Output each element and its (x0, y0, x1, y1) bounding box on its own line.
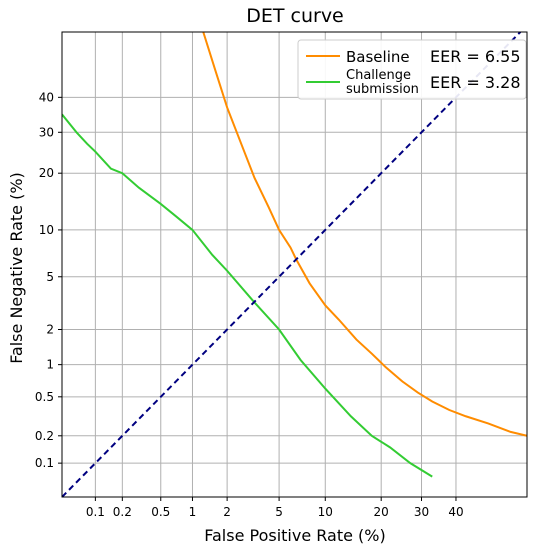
x-tick-label: 0.5 (151, 505, 170, 519)
x-ticks: 0.1 0.2 0.5 1 2 5 10 20 30 40 (86, 497, 464, 519)
legend-eer-baseline: EER = 6.55 (430, 47, 521, 66)
x-tick-label: 2 (223, 505, 231, 519)
series-line-challenge (62, 113, 433, 478)
y-tick-label: 40 (39, 90, 54, 104)
y-tick-label: 20 (39, 166, 54, 180)
y-tick-label: 10 (39, 223, 54, 237)
series-group (62, 32, 527, 497)
legend-label-baseline: Baseline (346, 48, 410, 66)
y-tick-label: 5 (46, 270, 54, 284)
y-axis-label: False Negative Rate (%) (7, 172, 26, 364)
legend-box (297, 39, 527, 100)
series-line-baseline (202, 32, 527, 437)
legend-label-challenge-line2: submission (346, 82, 419, 97)
x-tick-label: 5 (275, 505, 283, 519)
x-axis-label: False Positive Rate (%) (204, 526, 385, 545)
legend-eer-challenge: EER = 3.28 (430, 73, 521, 92)
y-tick-label: 0.2 (35, 429, 54, 443)
chance-diagonal-line (62, 32, 522, 497)
y-tick-label: 2 (46, 322, 54, 336)
x-tick-label: 10 (318, 505, 333, 519)
y-tick-label: 0.1 (35, 456, 54, 470)
y-tick-label: 0.5 (35, 390, 54, 404)
y-tick-label: 1 (46, 358, 54, 372)
chart-title: DET curve (246, 5, 344, 27)
plot-frame (61, 31, 528, 498)
grid (62, 32, 527, 497)
y-ticks: 0.1 0.2 0.5 1 2 5 10 20 30 40 (35, 90, 62, 470)
x-tick-label: 30 (414, 505, 429, 519)
x-tick-label: 0.1 (86, 505, 105, 519)
x-tick-label: 1 (189, 505, 197, 519)
x-tick-label: 40 (448, 505, 463, 519)
legend-label-challenge-line1: Challenge (346, 68, 411, 83)
legend: Baseline EER = 6.55 Challenge submission… (297, 39, 527, 100)
y-tick-label: 30 (39, 125, 54, 139)
x-tick-label: 0.2 (113, 505, 132, 519)
x-tick-label: 20 (374, 505, 389, 519)
